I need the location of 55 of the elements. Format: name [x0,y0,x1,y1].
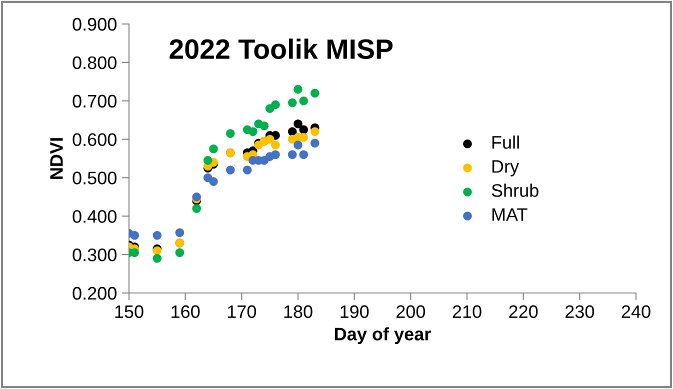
point [271,140,280,150]
y-tick-label: 0.400 [72,210,116,223]
x-tick-label: 160 [172,305,200,318]
point [265,134,274,144]
y-tick-label: 0.200 [72,286,116,300]
point [226,129,235,138]
point [294,120,302,128]
point [209,177,218,186]
point [271,150,280,160]
x-tick-label: 170 [228,305,256,318]
x-tick-label: 240 [622,305,650,318]
point [288,150,297,160]
y-axis-title: NDVI [50,138,63,179]
legend-label: Shrub [492,184,538,197]
x-tick-label: 200 [396,305,426,318]
point [260,121,269,130]
point [299,125,308,134]
x-tick-label: 220 [509,305,538,318]
point [299,150,308,160]
point [175,248,184,258]
point [299,96,308,106]
legend-label: Dry [492,160,520,176]
point [192,204,201,213]
point [209,144,218,154]
x-axis-title: Day of year [335,327,431,344]
x-tick-label: 180 [284,305,312,318]
point [288,127,297,136]
chart-title: 2022 Toolik MISP [170,38,393,59]
point [152,230,162,240]
point [175,228,184,238]
point [310,88,320,98]
y-tick-label: 0.900 [72,18,116,31]
y-tick-label: 0.500 [72,172,116,184]
x-tick-label: 230 [566,305,594,318]
point [294,140,302,150]
y-tick-label: 0.300 [72,248,116,262]
point [288,98,297,108]
y-tick-label: 0.700 [72,94,116,108]
point [248,127,258,136]
point [310,138,320,148]
x-tick-label: 190 [340,305,369,318]
y-tick-label: 0.600 [72,133,116,146]
point [294,84,302,94]
point [310,127,320,136]
point [203,156,212,165]
point [271,100,280,110]
y-tick-label: 0.800 [72,56,116,70]
legend-label: Full [492,136,519,149]
legend-label: MAT [492,208,528,221]
point [242,166,252,174]
x-tick-label: 150 [115,305,144,318]
point [226,166,235,174]
point [152,254,162,263]
x-tick-label: 210 [452,305,482,318]
point [130,230,140,240]
